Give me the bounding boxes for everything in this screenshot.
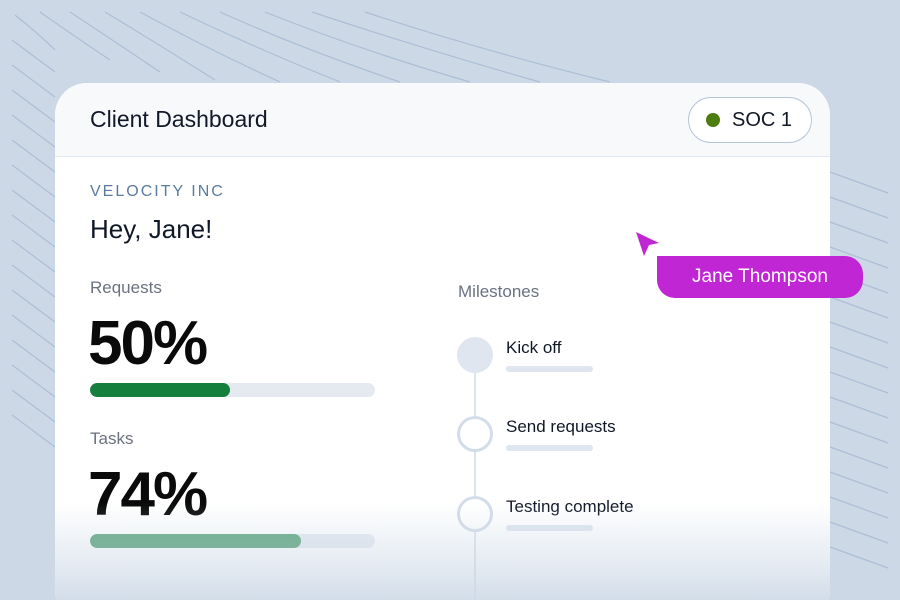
tasks-progress-fill: [90, 534, 301, 548]
requests-label: Requests: [90, 278, 162, 297]
collaborator-cursor-icon: [636, 232, 659, 256]
tasks-progress-bar: [90, 534, 375, 548]
milestone-placeholder-line: [506, 525, 593, 531]
collaborator-name-tag: Jane Thompson: [657, 256, 863, 298]
milestone-pending-icon: [457, 416, 493, 452]
milestone-done-icon: [457, 337, 493, 373]
soc-badge-label: SOC 1: [732, 108, 793, 131]
card-header: Client Dashboard SOC 1: [55, 83, 830, 157]
page-title: Client Dashboard: [90, 106, 268, 132]
greeting: Hey, Jane!: [90, 214, 213, 244]
client-dashboard-card: Client Dashboard SOC 1 VELOCITY INC Hey,…: [55, 83, 830, 600]
tasks-label: Tasks: [90, 429, 134, 448]
milestone-placeholder-line: [506, 445, 593, 451]
milestone-pending-icon: [457, 496, 493, 532]
requests-progress-fill: [90, 383, 230, 397]
soc-status-badge[interactable]: SOC 1: [688, 97, 812, 143]
requests-value: 50%: [88, 309, 208, 378]
tasks-value: 74%: [88, 460, 208, 529]
timeline-line: [474, 355, 476, 600]
milestone-send-requests[interactable]: Send requests: [506, 417, 616, 436]
milestone-testing-complete[interactable]: Testing complete: [506, 497, 634, 516]
milestone-kick-off[interactable]: Kick off: [506, 338, 562, 357]
milestone-placeholder-line: [506, 366, 593, 372]
status-dot-icon: [706, 113, 720, 127]
company-name: VELOCITY INC: [90, 183, 225, 200]
requests-progress-bar: [90, 383, 375, 397]
milestones-heading: Milestones: [458, 282, 540, 301]
